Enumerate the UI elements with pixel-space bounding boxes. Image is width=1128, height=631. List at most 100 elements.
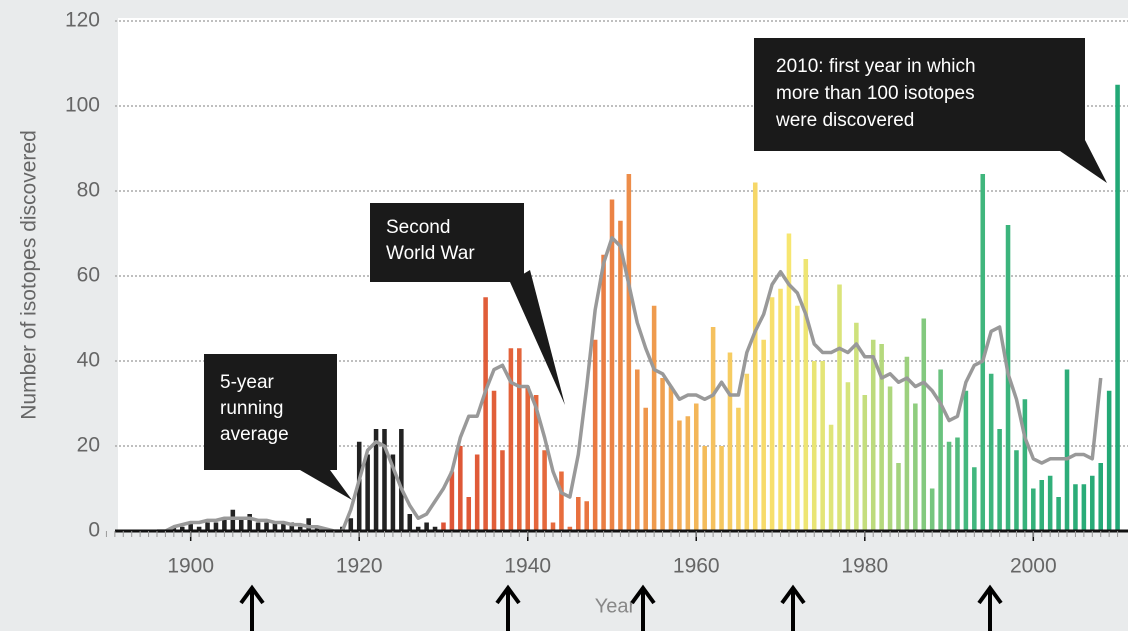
annotation-text: 2010: first year in which xyxy=(776,56,976,77)
y-tick-label: 20 xyxy=(77,434,100,457)
bar xyxy=(988,373,994,531)
bar xyxy=(752,182,758,531)
bar xyxy=(576,497,581,531)
bar xyxy=(626,174,632,531)
bar xyxy=(929,488,935,531)
bar xyxy=(1098,463,1103,531)
bar xyxy=(306,518,311,531)
bar xyxy=(592,339,598,531)
bar xyxy=(559,471,564,531)
bar xyxy=(955,437,960,531)
bar xyxy=(946,441,952,531)
bars xyxy=(171,84,1120,531)
bar xyxy=(820,361,825,531)
bar xyxy=(879,344,884,531)
x-tick-label: 2000 xyxy=(1010,555,1057,578)
y-axis-label: Number of isotopes discovered xyxy=(18,130,41,419)
bar xyxy=(289,522,295,531)
bar xyxy=(795,305,800,531)
x-axis-label: Year xyxy=(595,595,636,617)
bar xyxy=(896,463,901,531)
y-tick-label: 100 xyxy=(65,94,100,117)
bar xyxy=(803,259,809,531)
bar xyxy=(1031,488,1036,531)
annotation-text: were discovered xyxy=(775,110,914,131)
lines xyxy=(156,236,1103,533)
bar xyxy=(424,522,429,531)
bar xyxy=(365,454,370,531)
bar xyxy=(685,416,691,531)
annotation-text: average xyxy=(220,424,289,445)
bar xyxy=(314,526,320,531)
bar xyxy=(348,518,354,531)
bar xyxy=(230,509,236,531)
annotation-text: 5-year xyxy=(220,372,275,393)
bar xyxy=(643,407,648,531)
bar xyxy=(415,526,421,531)
arrow xyxy=(977,584,1003,631)
bar xyxy=(466,497,472,531)
bar xyxy=(972,467,977,531)
bar xyxy=(845,382,851,531)
bar xyxy=(550,522,556,531)
bar xyxy=(1056,497,1061,531)
bar xyxy=(870,339,876,531)
annotation-text: more than 100 isotopes xyxy=(776,83,975,104)
bar xyxy=(660,378,665,531)
bar xyxy=(744,373,750,531)
bar xyxy=(938,369,943,531)
bar xyxy=(222,518,227,531)
bar xyxy=(828,424,834,531)
bar xyxy=(1081,484,1087,531)
bar xyxy=(238,518,244,531)
bar xyxy=(458,446,463,531)
bar xyxy=(491,390,497,531)
bar xyxy=(483,297,488,531)
bar xyxy=(702,446,707,531)
bar xyxy=(179,526,185,531)
annotation-box xyxy=(754,38,1085,151)
y-tick-label: 0 xyxy=(88,519,100,542)
bar xyxy=(651,305,657,531)
bar xyxy=(913,403,918,531)
bar xyxy=(997,429,1002,531)
ticks: 0 20 40 60 80 100 120 1900 1920 1940 1960 1980 2000 xyxy=(65,9,1119,578)
bar xyxy=(188,522,193,531)
bar xyxy=(677,420,682,531)
bar xyxy=(281,522,286,531)
x-tick-label: 1940 xyxy=(504,555,551,578)
bar xyxy=(247,514,252,531)
y-tick-label: 80 xyxy=(77,179,100,202)
bar xyxy=(474,454,480,531)
bar xyxy=(584,501,589,531)
bar xyxy=(761,339,766,531)
bar xyxy=(1073,484,1078,531)
bar xyxy=(213,522,219,531)
bar xyxy=(719,446,724,531)
bar xyxy=(390,454,396,531)
annotation-box xyxy=(204,354,337,470)
bar xyxy=(1039,480,1045,531)
bar xyxy=(255,522,261,531)
bar xyxy=(542,450,547,531)
bar xyxy=(786,233,792,531)
bar xyxy=(609,199,615,531)
bar xyxy=(769,297,775,531)
annotation-box xyxy=(370,203,524,282)
annotation-text: running xyxy=(220,398,283,419)
bar xyxy=(1106,390,1112,531)
pointer xyxy=(510,270,565,405)
x-tick-label: 1980 xyxy=(841,555,888,578)
arrow xyxy=(495,584,521,631)
x-tick-label: 1960 xyxy=(673,555,720,578)
bar xyxy=(171,526,177,531)
running-average-line xyxy=(156,236,1103,533)
bar xyxy=(618,220,623,531)
bar xyxy=(1115,84,1120,531)
pointer xyxy=(300,470,352,500)
bar xyxy=(508,348,514,531)
bar xyxy=(297,526,303,531)
bar xyxy=(264,522,269,531)
bar xyxy=(500,450,505,531)
